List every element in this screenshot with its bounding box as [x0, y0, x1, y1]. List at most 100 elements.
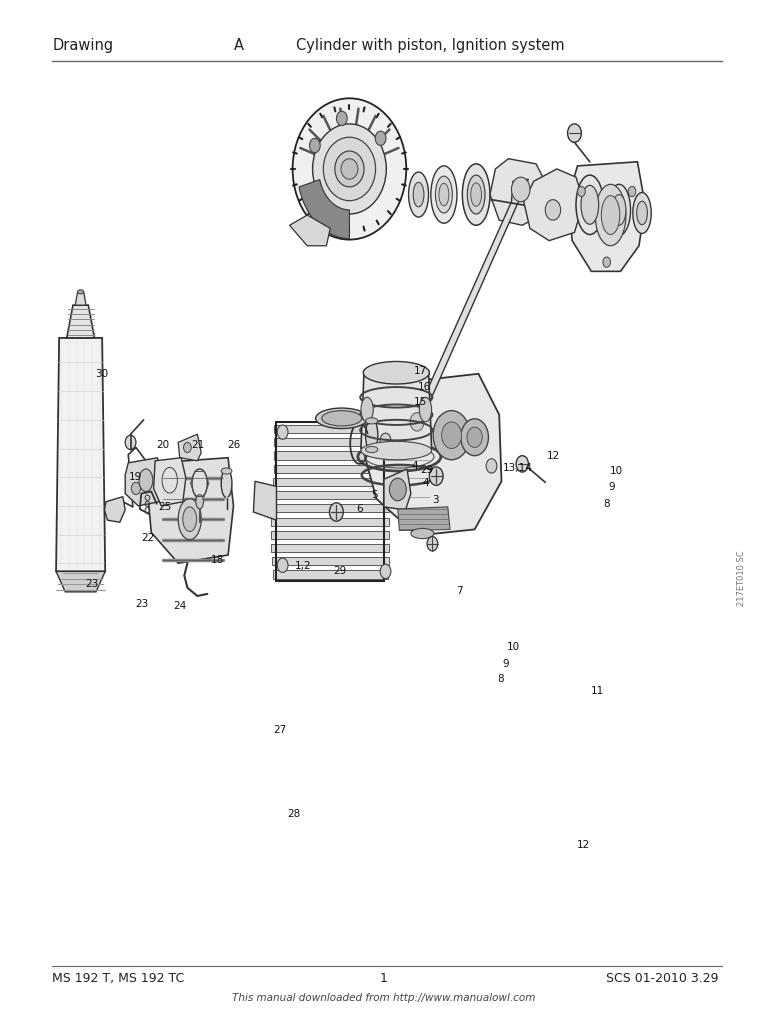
Ellipse shape: [389, 478, 406, 501]
Text: Drawing: Drawing: [52, 38, 114, 52]
Circle shape: [603, 257, 611, 267]
Circle shape: [277, 558, 288, 572]
Text: 30: 30: [94, 369, 108, 379]
Ellipse shape: [581, 185, 599, 224]
Ellipse shape: [601, 196, 620, 234]
Text: Cylinder with piston, Ignition system: Cylinder with piston, Ignition system: [296, 38, 564, 52]
Text: 12: 12: [546, 451, 560, 461]
Circle shape: [277, 425, 288, 439]
Ellipse shape: [293, 98, 406, 240]
Ellipse shape: [335, 151, 364, 186]
Ellipse shape: [413, 182, 424, 207]
Circle shape: [125, 435, 136, 450]
Polygon shape: [384, 469, 411, 510]
Ellipse shape: [637, 201, 647, 225]
Ellipse shape: [313, 124, 386, 214]
Text: 18: 18: [210, 555, 224, 565]
Polygon shape: [274, 438, 386, 446]
Ellipse shape: [192, 469, 207, 498]
Text: 12: 12: [577, 840, 591, 850]
Ellipse shape: [435, 176, 452, 213]
Text: 25: 25: [158, 502, 172, 512]
Text: 24: 24: [173, 601, 187, 611]
Text: 6: 6: [356, 504, 362, 514]
Polygon shape: [272, 504, 389, 512]
Polygon shape: [131, 481, 147, 504]
Ellipse shape: [366, 418, 378, 424]
Circle shape: [380, 433, 391, 447]
Text: 21: 21: [191, 440, 205, 451]
Polygon shape: [147, 458, 233, 563]
Circle shape: [516, 456, 528, 472]
Ellipse shape: [361, 441, 432, 460]
Circle shape: [433, 411, 470, 460]
Ellipse shape: [607, 184, 631, 236]
Text: 23: 23: [85, 579, 99, 589]
Text: 7: 7: [456, 586, 462, 596]
Ellipse shape: [576, 175, 604, 234]
Polygon shape: [253, 481, 276, 520]
Ellipse shape: [411, 528, 434, 539]
Polygon shape: [104, 497, 125, 522]
Text: 22: 22: [141, 532, 155, 543]
Text: This manual downloaded from http://www.manualowl.com: This manual downloaded from http://www.m…: [232, 993, 536, 1004]
Circle shape: [486, 459, 497, 473]
Text: 1: 1: [380, 973, 388, 985]
Ellipse shape: [471, 183, 482, 207]
Polygon shape: [56, 571, 105, 592]
Polygon shape: [273, 425, 387, 433]
Text: A: A: [234, 38, 244, 52]
Text: MS 192 T, MS 192 TC: MS 192 T, MS 192 TC: [52, 973, 184, 985]
Text: 10: 10: [610, 466, 624, 476]
Ellipse shape: [196, 495, 204, 509]
Circle shape: [461, 419, 488, 456]
Ellipse shape: [431, 166, 457, 223]
Text: 9: 9: [608, 482, 614, 493]
Circle shape: [545, 200, 561, 220]
Ellipse shape: [139, 469, 153, 492]
Circle shape: [131, 482, 141, 495]
Text: 26: 26: [227, 440, 241, 451]
Ellipse shape: [221, 469, 232, 498]
Polygon shape: [273, 570, 388, 579]
Text: 4: 4: [423, 478, 429, 488]
Polygon shape: [274, 452, 386, 460]
Text: 4: 4: [412, 461, 418, 471]
Ellipse shape: [322, 411, 362, 426]
Polygon shape: [273, 492, 388, 500]
Ellipse shape: [467, 175, 485, 214]
Polygon shape: [178, 434, 201, 461]
Polygon shape: [125, 458, 161, 506]
Text: 9: 9: [503, 658, 509, 669]
Text: 17: 17: [414, 366, 428, 376]
Polygon shape: [361, 371, 432, 449]
Circle shape: [310, 138, 320, 153]
Polygon shape: [490, 159, 549, 225]
Text: 8: 8: [498, 674, 504, 684]
Text: 15: 15: [414, 397, 428, 408]
Circle shape: [429, 467, 443, 485]
Ellipse shape: [595, 184, 626, 246]
Polygon shape: [271, 530, 389, 539]
Circle shape: [329, 503, 343, 521]
Text: 10: 10: [506, 642, 520, 652]
Circle shape: [467, 427, 482, 447]
Text: 8: 8: [604, 499, 610, 509]
Text: 23: 23: [135, 599, 149, 609]
Text: 19: 19: [129, 472, 143, 482]
Text: 5: 5: [372, 489, 378, 500]
Polygon shape: [67, 305, 94, 338]
Polygon shape: [75, 292, 86, 305]
Text: 29: 29: [333, 566, 346, 577]
Polygon shape: [524, 169, 584, 241]
Polygon shape: [274, 465, 386, 473]
Ellipse shape: [178, 499, 201, 540]
Text: 11: 11: [591, 686, 604, 696]
Text: 27: 27: [273, 725, 287, 735]
Text: 3: 3: [432, 495, 439, 505]
Ellipse shape: [439, 183, 449, 206]
Circle shape: [380, 564, 391, 579]
Ellipse shape: [419, 397, 432, 422]
Ellipse shape: [366, 419, 378, 452]
Ellipse shape: [323, 137, 376, 201]
